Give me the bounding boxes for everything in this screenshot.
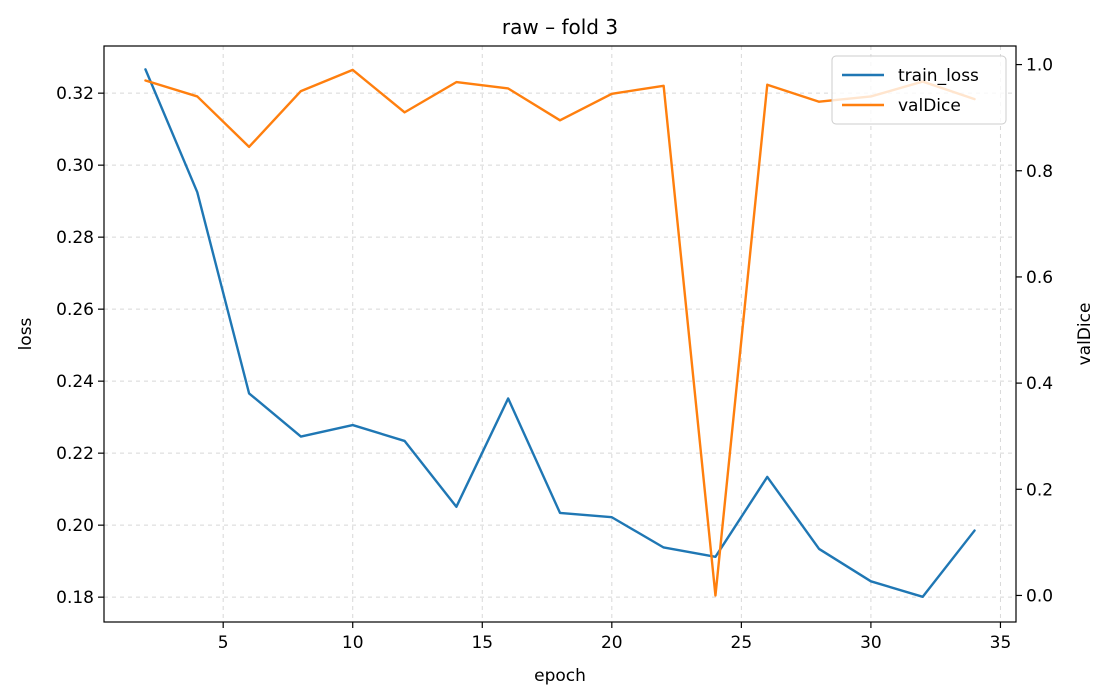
x-tick-label: 5: [218, 633, 229, 653]
y-tick-label-left: 0.30: [56, 156, 94, 176]
y-tick-label-left: 0.20: [56, 516, 94, 536]
y-axis-label-left: loss: [16, 317, 36, 350]
legend-box: [831, 55, 1007, 125]
legend-label-train-loss: train_loss: [898, 66, 979, 86]
y-tick-label-right: 0.0: [1026, 586, 1053, 606]
y-tick-label-right: 0.8: [1026, 162, 1053, 182]
legend-label-valdice: valDice: [898, 96, 961, 116]
grid: [104, 46, 1016, 622]
y-axis-right: 0.0 0.2 0.4 0.6 0.8 1.0: [1016, 56, 1053, 606]
y-axis-label-right: valDice: [1075, 303, 1095, 366]
y-tick-label-right: 0.4: [1026, 374, 1053, 394]
y-tick-label-right: 1.0: [1026, 56, 1053, 76]
legend: train_loss valDice: [831, 55, 1007, 125]
series-line-train-loss: [144, 68, 976, 598]
y-tick-label-left: 0.32: [56, 84, 94, 104]
y-tick-label-right: 0.2: [1026, 480, 1053, 500]
x-tick-label: 20: [601, 633, 623, 653]
y-axis-left: 0.18 0.20 0.22 0.24 0.26 0.28 0.30 0.32: [56, 84, 104, 608]
x-axis-label: epoch: [534, 666, 586, 686]
plot-frame: [103, 45, 1017, 623]
y-tick-label-left: 0.22: [56, 444, 94, 464]
y-tick-label-right: 0.6: [1026, 268, 1053, 288]
x-tick-label: 10: [342, 633, 364, 653]
x-tick-label: 25: [731, 633, 753, 653]
chart-title: raw – fold 3: [502, 15, 618, 39]
y-tick-label-left: 0.28: [56, 228, 94, 248]
y-tick-label-left: 0.26: [56, 300, 94, 320]
x-tick-label: 35: [990, 633, 1012, 653]
x-axis: 5 10 15 20 25 30 35: [218, 622, 1012, 653]
y-tick-label-left: 0.18: [56, 588, 94, 608]
x-tick-label: 15: [471, 633, 493, 653]
y-tick-label-left: 0.24: [56, 372, 94, 392]
x-tick-label: 30: [860, 633, 882, 653]
